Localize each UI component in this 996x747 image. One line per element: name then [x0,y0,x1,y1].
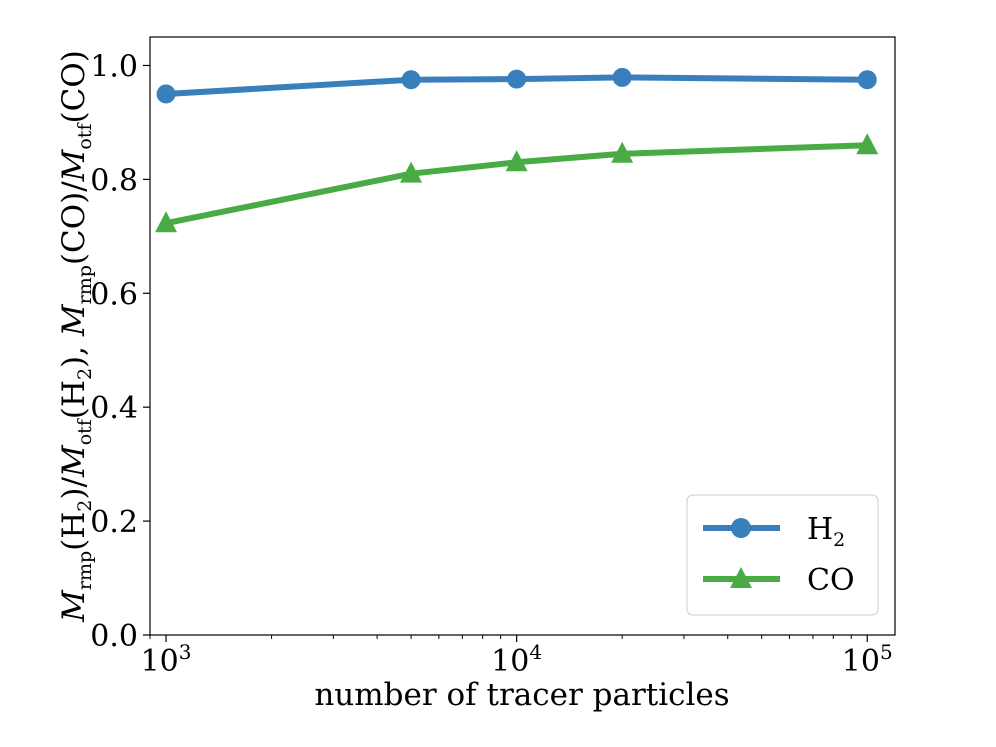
data-point-h2 [156,84,176,104]
x-axis-label: number of tracer particles [314,677,729,713]
y-tick-label: 0.8 [90,163,138,198]
x-tick-label: 103 [141,640,192,679]
y-axis-label: Mrmp(H2)/Motf(H2), Mrmp(CO)/Motf(CO) [56,50,96,623]
tick-labels: 103 104 105 0.0 0.2 0.4 0.6 0.8 1.0 [90,49,892,679]
data-point-co [400,161,423,183]
x-tick-label: 104 [491,640,542,679]
y-tick-label: 0.4 [90,391,138,426]
legend-h2-label: H2 [807,512,845,551]
data-point-h2 [401,70,421,90]
y-tick-label: 0.2 [90,505,138,540]
data-point-co [856,133,879,155]
x-tick-label: 105 [842,640,893,679]
legend: H2 CO [686,494,879,616]
plot-frame [149,36,896,636]
y-tick-label: 0.0 [90,619,138,654]
axis-ticks [143,64,868,642]
legend-co-marker [730,567,752,588]
legend-co-label: CO [807,563,855,598]
data-point-h2 [507,69,527,89]
data-point-co [155,211,178,233]
data-point-h2 [857,70,877,90]
series-layer [155,67,879,233]
legend-h2-marker [731,518,751,538]
data-point-co [505,150,528,172]
data-point-h2 [612,67,632,87]
y-tick-label: 0.6 [90,277,138,312]
y-tick-label: 1.0 [90,49,138,84]
data-point-co [611,141,634,163]
x-minor-ticks [149,635,852,639]
